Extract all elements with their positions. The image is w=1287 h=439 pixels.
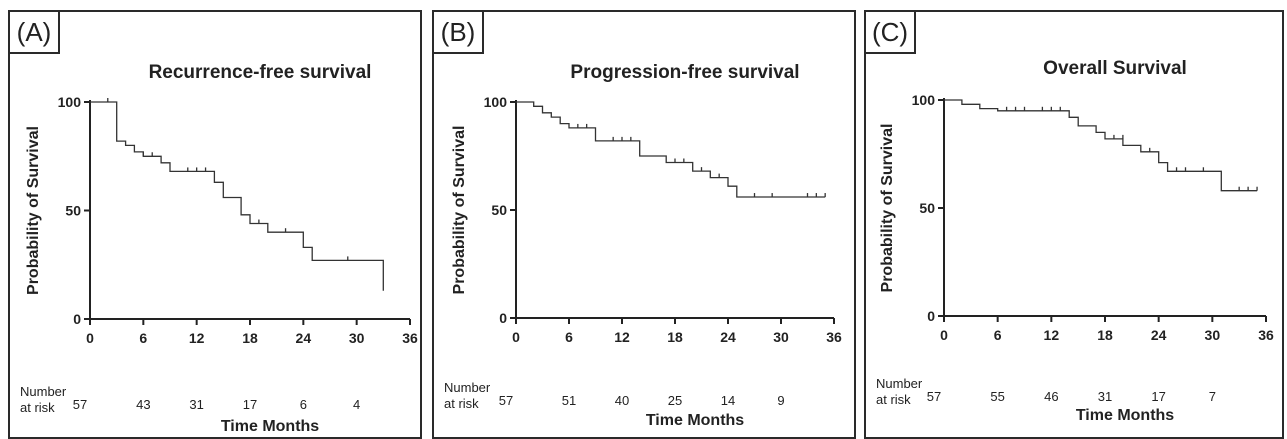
panel-b: (B) Progression-free survival Probability… xyxy=(432,10,856,439)
km-chart: Overall Survival Probability of Survival 0… xyxy=(876,58,1274,424)
chart-title: Overall Survival xyxy=(1043,58,1187,79)
risk-table-label: Number xyxy=(20,384,67,399)
chart-title: Recurrence-free survival xyxy=(149,62,372,83)
risk-count: 17 xyxy=(1151,389,1165,404)
x-tick-label: 12 xyxy=(1044,327,1060,343)
risk-count: 9 xyxy=(777,393,784,408)
y-tick-label: 0 xyxy=(73,311,81,327)
x-tick-label: 30 xyxy=(349,330,365,346)
risk-count: 31 xyxy=(1098,389,1112,404)
x-tick-label: 36 xyxy=(826,329,842,345)
panel-c: (C) Overall Survival Probability of Survi… xyxy=(864,10,1284,439)
x-tick-label: 24 xyxy=(720,329,736,345)
x-tick-label: 18 xyxy=(242,330,258,346)
x-tick-label: 12 xyxy=(614,329,630,345)
x-tick-label: 0 xyxy=(512,329,520,345)
y-tick-label: 100 xyxy=(484,94,508,110)
risk-count: 25 xyxy=(668,393,682,408)
panel-label: (B) xyxy=(432,10,484,54)
x-tick-label: 30 xyxy=(1205,327,1221,343)
survival-curve xyxy=(516,101,826,198)
x-tick-label: 36 xyxy=(402,330,418,346)
risk-count: 17 xyxy=(243,397,257,412)
x-axis-title: Time Months xyxy=(646,412,744,429)
risk-count: 14 xyxy=(721,393,735,408)
risk-table-label: Number xyxy=(444,380,491,395)
risk-count: 43 xyxy=(136,397,150,412)
survival-curve xyxy=(944,99,1258,192)
x-tick-label: 0 xyxy=(86,330,94,346)
x-tick-label: 6 xyxy=(139,330,147,346)
panel-label: (C) xyxy=(864,10,916,54)
chart-title: Progression-free survival xyxy=(570,62,799,83)
risk-table-label: at risk xyxy=(444,396,479,411)
x-tick-label: 0 xyxy=(940,327,948,343)
risk-count: 57 xyxy=(927,389,941,404)
km-chart: Recurrence-free survival Probability of S… xyxy=(20,62,418,435)
y-tick-label: 50 xyxy=(65,203,81,219)
risk-count: 6 xyxy=(300,397,307,412)
risk-table-label: Number xyxy=(876,376,923,391)
panel-a: (A) Recurrence-free survival Probability … xyxy=(8,10,422,439)
km-chart: Progression-free survival Probability of … xyxy=(444,62,842,429)
x-tick-label: 18 xyxy=(1097,327,1113,343)
risk-table-label: at risk xyxy=(20,400,55,415)
risk-count: 57 xyxy=(499,393,513,408)
y-axis-title: Probability of Survival xyxy=(879,124,896,293)
x-tick-label: 24 xyxy=(296,330,312,346)
risk-count: 31 xyxy=(189,397,203,412)
risk-count: 51 xyxy=(562,393,576,408)
risk-count: 57 xyxy=(73,397,87,412)
x-tick-label: 24 xyxy=(1151,327,1167,343)
risk-table-label: at risk xyxy=(876,392,911,407)
y-tick-label: 100 xyxy=(58,94,82,110)
x-axis-title: Time Months xyxy=(1076,407,1174,424)
x-tick-label: 6 xyxy=(994,327,1002,343)
risk-count: 40 xyxy=(615,393,629,408)
panel-label: (A) xyxy=(8,10,60,54)
x-tick-label: 30 xyxy=(773,329,789,345)
y-tick-label: 50 xyxy=(919,200,935,216)
y-tick-label: 50 xyxy=(491,202,507,218)
risk-count: 7 xyxy=(1209,389,1216,404)
risk-count: 46 xyxy=(1044,389,1058,404)
risk-count: 4 xyxy=(353,397,360,412)
y-tick-label: 0 xyxy=(927,308,935,324)
x-axis-title: Time Months xyxy=(221,418,319,435)
survival-curve xyxy=(90,101,384,291)
y-tick-label: 100 xyxy=(912,92,936,108)
x-tick-label: 6 xyxy=(565,329,573,345)
x-tick-label: 12 xyxy=(189,330,205,346)
risk-count: 55 xyxy=(990,389,1004,404)
y-axis-title: Probability of Survival xyxy=(25,126,42,295)
x-tick-label: 18 xyxy=(667,329,683,345)
y-tick-label: 0 xyxy=(499,310,507,326)
y-axis-title: Probability of Survival xyxy=(451,126,468,295)
x-tick-label: 36 xyxy=(1258,327,1274,343)
